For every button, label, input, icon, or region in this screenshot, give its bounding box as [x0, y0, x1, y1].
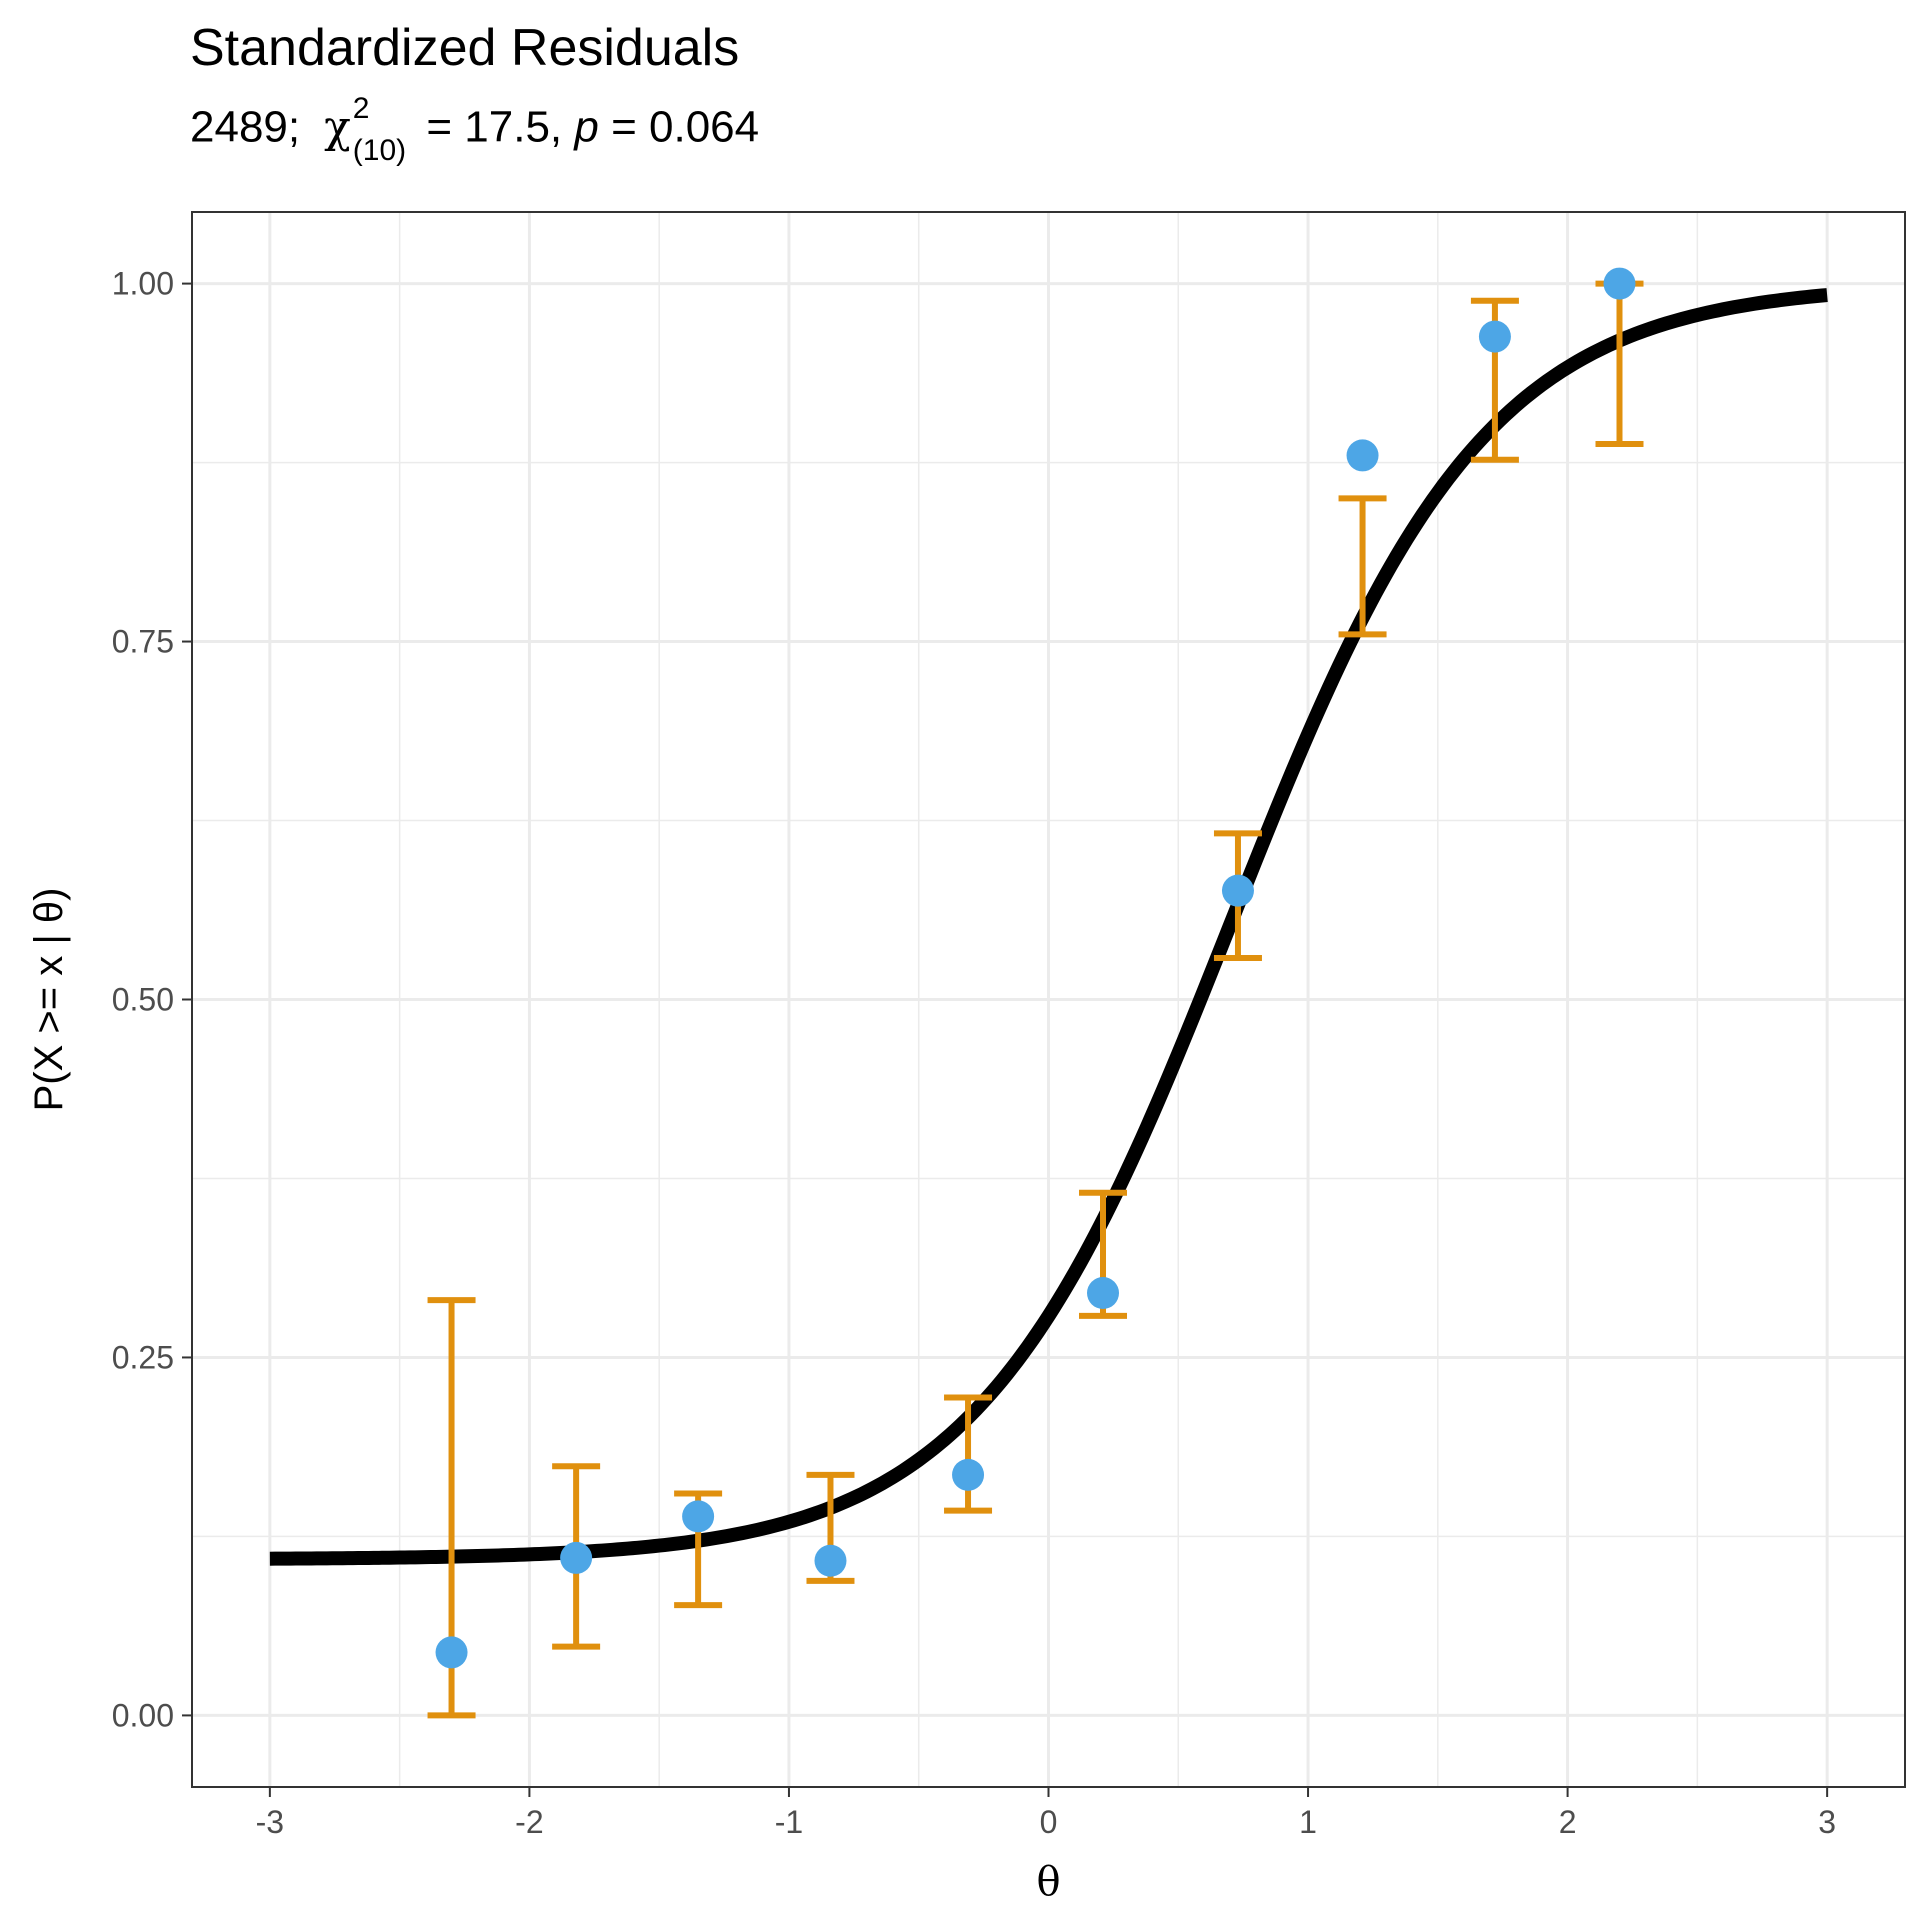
y-axis-title: P(X >= x | θ): [27, 888, 71, 1112]
y-tick-label: 0.75: [112, 624, 174, 660]
x-tick-label: 2: [1559, 1804, 1577, 1840]
x-tick-label: -2: [515, 1804, 543, 1840]
x-tick-label: 1: [1299, 1804, 1317, 1840]
chart-title: Standardized Residuals: [190, 19, 740, 77]
data-point-7: [1221, 874, 1254, 907]
x-tick-label: 0: [1040, 1804, 1058, 1840]
y-tick-label: 0.25: [112, 1339, 174, 1375]
errorbar-5: [944, 1394, 993, 1514]
x-axis: -3 -2 -1 0 1 2 3: [256, 1787, 1836, 1840]
y-tick-label: 1.00: [112, 266, 174, 302]
subtitle-chi-sup: 2: [352, 92, 370, 125]
x-tick-label: 3: [1818, 1804, 1836, 1840]
data-point-4: [814, 1544, 847, 1577]
curve-layer: [269, 288, 1828, 1566]
data-point-3: [682, 1500, 715, 1533]
icc-curve: [269, 288, 1828, 1566]
subtitle-p-value: = 0.064: [598, 102, 760, 152]
y-axis: 0.00 0.25 0.50 0.75 1.00: [112, 266, 192, 1733]
subtitle-stat: = 17.5,: [414, 102, 575, 152]
data-point-2: [560, 1541, 593, 1574]
y-tick-label: 0.00: [112, 1697, 174, 1733]
data-point-1: [435, 1636, 468, 1669]
subtitle-n: 2489;: [190, 102, 301, 152]
x-tick-label: -1: [775, 1804, 803, 1840]
data-point-8: [1346, 439, 1379, 472]
data-point-6: [1087, 1277, 1120, 1310]
data-point-10: [1603, 267, 1636, 300]
chart-subtitle: 2489; χ 2 (10) = 17.5, p = 0.064: [190, 94, 760, 166]
x-axis-title: θ: [1036, 1859, 1060, 1905]
data-point-9: [1478, 320, 1511, 353]
errorbar-10: [1595, 280, 1644, 447]
subtitle-chi-symbol: χ: [324, 101, 351, 153]
data-point-5: [952, 1458, 985, 1491]
subtitle-chi-scripts: 2 (10): [353, 94, 406, 166]
subtitle-p-label: p: [574, 102, 599, 152]
y-tick-label: 0.50: [112, 982, 174, 1018]
x-tick-label: -3: [256, 1804, 284, 1840]
subtitle-chi-sub: (10): [352, 134, 407, 167]
errorbar-8: [1338, 495, 1387, 638]
point-layer: [435, 267, 1636, 1669]
